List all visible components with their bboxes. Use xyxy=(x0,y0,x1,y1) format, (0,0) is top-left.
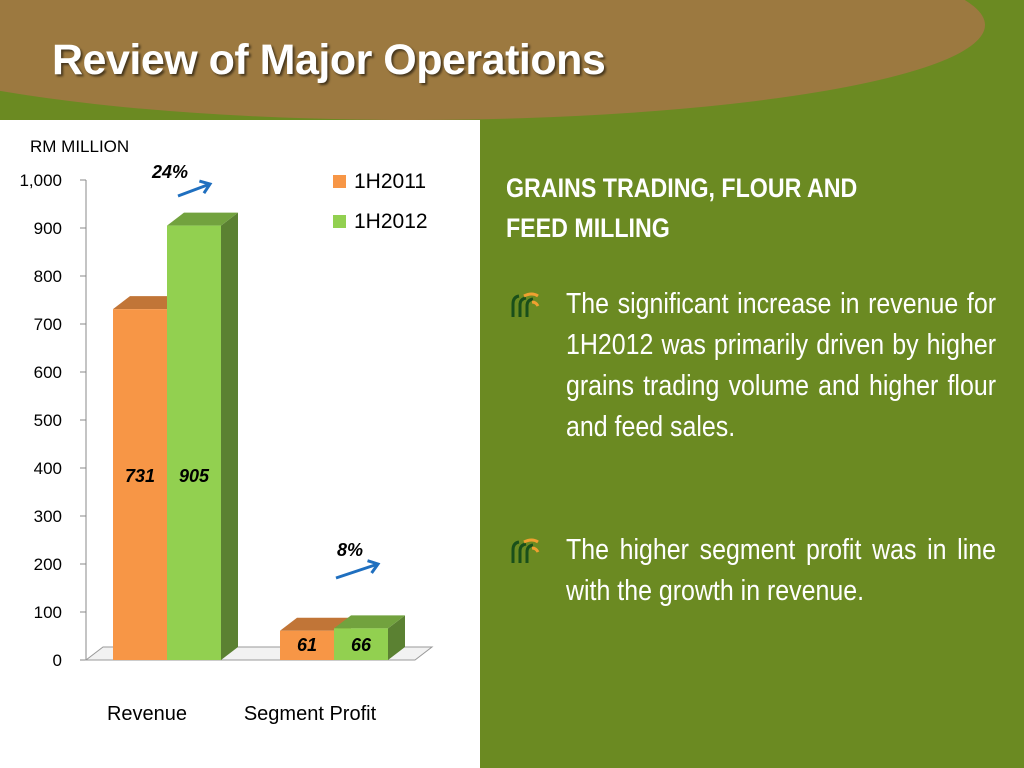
legend-swatch xyxy=(333,215,346,228)
bar-1H2011-segment-profit xyxy=(280,630,334,660)
data-label: 905 xyxy=(179,466,210,486)
bar-1H2011-revenue xyxy=(113,309,167,660)
section-heading: GRAINS TRADING, FLOUR AND FEED MILLING xyxy=(506,173,858,243)
growth-arrow xyxy=(177,182,211,198)
chart-panel: RM MILLION 0 100 200 300 400 500 600 700 800 900 1,… xyxy=(0,120,480,768)
bar-side xyxy=(221,212,238,660)
bar-chart: RM MILLION 0 100 200 300 400 500 600 700 800 900 1,… xyxy=(19,137,434,725)
legend-swatch xyxy=(333,175,346,188)
growth-arrow-head xyxy=(198,179,213,195)
growth-annotation: 8% xyxy=(337,540,363,560)
bar-top xyxy=(334,615,405,629)
y-tick-label: 800 xyxy=(34,267,62,286)
text-panel: GRAINS TRADING, FLOUR AND FEED MILLING T… xyxy=(480,120,1024,768)
bullet-text: The significant increase in revenue for … xyxy=(566,288,996,443)
wheat-icon xyxy=(511,292,540,317)
bar-top xyxy=(167,212,238,226)
wheat-icon xyxy=(511,538,540,563)
y-tick-label: 500 xyxy=(34,411,62,430)
bullet-text: The higher segment profit was in line wi… xyxy=(566,534,996,607)
growth-arrow-head xyxy=(367,559,381,574)
growth-arrow xyxy=(335,562,379,580)
y-tick-label: 300 xyxy=(34,507,62,526)
growth-annotation: 24% xyxy=(151,162,188,182)
y-tick-label: 400 xyxy=(34,459,62,478)
header-banner: Review of Major Operations xyxy=(0,0,1024,120)
y-tick-label: 0 xyxy=(53,651,62,670)
category-label: Segment Profit xyxy=(244,703,377,725)
data-label: 731 xyxy=(125,466,155,486)
bar-1H2012-revenue xyxy=(167,225,221,660)
bar-side xyxy=(388,615,405,660)
y-tick-label: 100 xyxy=(34,603,62,622)
legend-label: 1H2011 xyxy=(354,170,426,193)
data-label: 66 xyxy=(351,635,372,655)
category-label: Revenue xyxy=(107,703,187,725)
data-label: 61 xyxy=(297,635,317,655)
y-tick-label: 200 xyxy=(34,555,62,574)
bar-1H2012-segment-profit xyxy=(334,628,388,660)
y-tick-label: 900 xyxy=(34,219,62,238)
y-tick-label: 1,000 xyxy=(19,171,62,190)
unit-label: RM MILLION xyxy=(30,137,129,156)
y-tick-label: 700 xyxy=(34,315,62,334)
page-title: Review of Major Operations xyxy=(52,36,606,84)
bar-top xyxy=(113,296,184,310)
y-tick-label: 600 xyxy=(34,363,62,382)
legend-label: 1H2012 xyxy=(354,210,428,233)
bar-top xyxy=(280,617,351,631)
